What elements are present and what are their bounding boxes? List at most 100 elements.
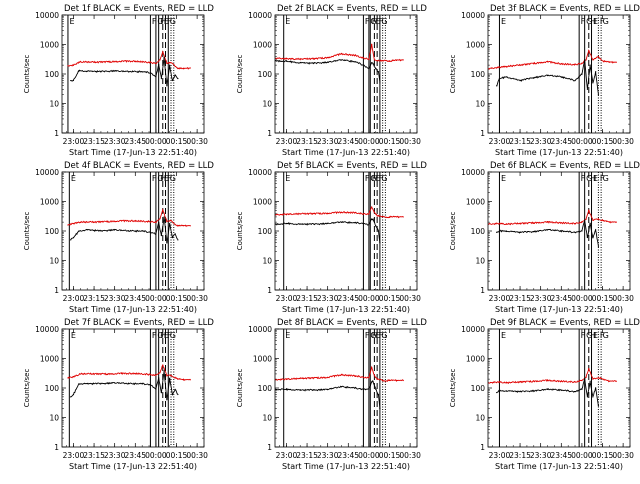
lld-series-point [533,222,535,224]
lld-series-point [72,222,75,225]
plot-frame [274,328,418,448]
y-axis-label: Counts/sec [449,212,457,251]
events-series-point [574,79,576,82]
x-tick-label: 23:15 [509,451,531,460]
events-series-point [155,388,157,390]
lld-series-point [368,58,370,60]
lld-series-point [313,377,315,379]
lld-series-point [177,67,179,69]
events-series-point [505,230,507,232]
x-tick-label: 23:30 [530,294,552,303]
event-flag: F [365,17,370,26]
event-flag: G [603,174,609,183]
event-flag: E [376,174,381,183]
events-series-point [379,242,381,244]
x-tick-label: 00:30 [612,294,634,303]
lld-series [275,206,404,219]
panel-title: Det 3f BLACK = Events, RED = LLD [490,4,640,14]
lld-series-point [585,376,587,378]
events-series-point [100,71,102,73]
lld-series-point [382,60,384,62]
lld-series-point [376,60,378,62]
panel-title: Det 5f BLACK = Events, RED = LLD [277,161,427,171]
y-axis-label: Counts/sec [236,55,244,94]
events-series-point [166,85,168,87]
y-tick-label: 100 [45,227,60,236]
lld-series-point [585,59,587,61]
lld-series-point [182,225,184,227]
lld-series-point [134,60,136,62]
x-tick-label: 23:45 [337,451,359,460]
event-flag: F [365,174,370,183]
x-tick-label: 00:30 [399,137,421,146]
y-axis-label: Counts/sec [449,55,457,94]
event-flag: F [167,331,172,340]
events-series-point [327,61,329,63]
events-series-point [171,79,173,82]
lld-series-point [120,220,123,222]
x-tick-label: 23:45 [124,137,146,146]
y-tick-label: 10 [475,257,485,266]
x-tick-label: 00:15 [379,137,401,146]
x-tick-label: 23:30 [104,294,126,303]
events-series-point [377,230,380,232]
events-series-point [498,77,501,80]
events-series-point [496,391,498,394]
lld-series-point [388,216,391,218]
events-series-point [595,387,597,389]
events-series-point [177,239,179,241]
events-series-point [592,396,594,398]
lld-series-point [546,61,549,63]
events-series-point [158,377,160,379]
events-series-point [372,63,374,65]
x-tick-label: 23:30 [317,451,339,460]
lld-series-point [388,379,391,382]
events-series-point [377,393,380,396]
panel-title: Det 8f BLACK = Events, RED = LLD [277,318,427,328]
events-series-point [169,377,171,380]
event-flag: E [376,17,381,26]
x-tick-label: 23:15 [509,294,531,303]
events-series-point [592,82,594,84]
events-series-point [597,405,599,407]
events-series-point [597,94,599,96]
y-tick-label: 10000 [461,11,485,20]
events-series-point [379,82,381,84]
y-tick-label: 1 [267,286,272,295]
events-series-point [78,383,80,385]
lld-series-point [120,60,123,62]
lld-series-point [299,377,301,380]
events-series-point [371,62,373,64]
x-axis-label: Start Time (17-Jun-13 22:51:40) [282,305,410,314]
lld-series-point [340,53,343,55]
lld-series-point [166,375,168,377]
lld-series [488,368,617,385]
x-tick-label: 00:00 [571,137,593,146]
lld-series-point [603,379,605,381]
lld-series-point [285,58,288,60]
events-series-point [100,230,102,232]
events-series [275,58,381,83]
x-tick-label: 00:15 [592,451,614,460]
events-series-point [574,391,576,393]
events-series-point [72,79,75,82]
y-tick-label: 1000 [253,355,272,364]
event-flag: F [167,17,172,26]
y-tick-label: 10000 [461,168,485,177]
x-axis-label: Start Time (17-Jun-13 22:51:40) [282,462,410,471]
events-series-point [100,383,102,385]
y-tick-label: 10000 [35,325,59,334]
events-series-point [72,236,75,239]
event-flag: G [603,331,609,340]
y-axis-label: Counts/sec [236,369,244,408]
events-series [275,380,381,410]
x-axis-label: Start Time (17-Jun-13 22:51:40) [69,462,197,471]
events-series-point [560,76,562,78]
x-tick-label: 00:30 [186,294,208,303]
events-series-point [155,76,157,78]
events-series-point [595,71,597,73]
y-tick-label: 1 [480,443,485,452]
lld-series [67,208,191,228]
events-series [275,218,381,244]
